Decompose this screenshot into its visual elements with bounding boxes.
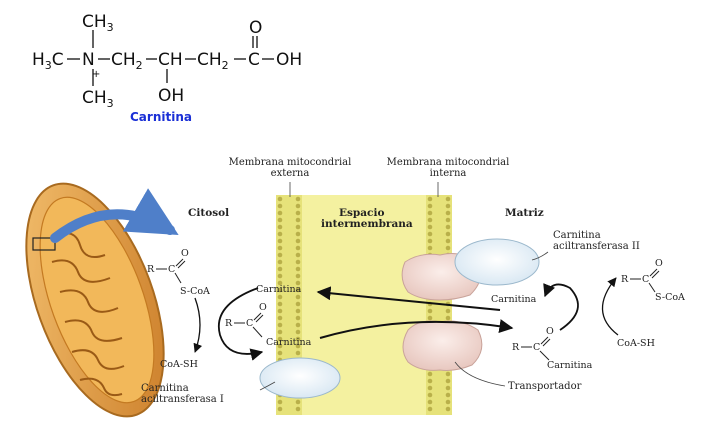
carboxyl-c-text: C bbox=[248, 50, 260, 70]
right-coa-arrow bbox=[601, 277, 619, 336]
oh-end-text: OH bbox=[276, 50, 302, 70]
left-coa-arrow bbox=[193, 297, 203, 353]
cat1-label-line1: Carnitina bbox=[141, 383, 189, 394]
left-acyl-scoa: S-CoA bbox=[180, 286, 210, 297]
right-reaction: Carnitina R C O S-CoA CoA-SH R C O Carni… bbox=[491, 258, 685, 371]
cat1-enzyme bbox=[259, 357, 341, 399]
cat2-label: Carnitina aciltransferasa II bbox=[553, 230, 640, 252]
transporter-label: Transportador bbox=[508, 381, 582, 392]
right-cycle-arrow bbox=[543, 283, 579, 331]
right-acylcarn-o: O bbox=[546, 326, 554, 337]
inner-membrane-label-line1: Membrana mitocondrial bbox=[386, 157, 510, 168]
left-acyl-c: C bbox=[168, 264, 175, 275]
intermembrane-label-line2: intermembrana bbox=[321, 218, 413, 230]
right-carnitina-top: Carnitina bbox=[491, 294, 537, 305]
right-acyl-scoa: S-CoA bbox=[655, 292, 685, 303]
carnitine-return-arrow bbox=[316, 286, 501, 311]
nitrogen-text: N bbox=[82, 50, 95, 70]
top-methyl-text: CH3 bbox=[82, 12, 114, 34]
cat1-label-line2: aciltransferasa I bbox=[141, 394, 224, 405]
structure-name: Carnitina bbox=[130, 110, 192, 124]
cat2-label-line1: Carnitina bbox=[553, 230, 601, 241]
right-carnitina-bottom: Carnitina bbox=[547, 360, 593, 371]
right-acylcarn-r: R bbox=[512, 342, 520, 353]
right-coa-sh: CoA-SH bbox=[617, 338, 655, 349]
intermembrane-space-label: Espacio intermembrana bbox=[321, 208, 413, 230]
right-acylcarn-c: C bbox=[533, 342, 540, 353]
left-acyl-o: O bbox=[181, 248, 189, 259]
ch2-b-text: CH2 bbox=[197, 50, 229, 72]
cytosol-label: Citosol bbox=[188, 207, 230, 219]
left-carnitina-bottom: Carnitina bbox=[266, 337, 312, 348]
zoom-arrow bbox=[50, 188, 179, 243]
outer-membrane-label-line1: Membrana mitocondrial bbox=[228, 157, 352, 168]
carnitine-structure: CH3 H3C N + CH2 CH OH CH2 C O OH CH3 bbox=[32, 12, 302, 110]
carbonyl-o-text: O bbox=[249, 18, 262, 38]
right-acyl-o: O bbox=[655, 258, 663, 269]
left-coa-sh: CoA-SH bbox=[160, 359, 198, 370]
mitochondrion bbox=[25, 182, 165, 418]
zoom-box bbox=[32, 237, 56, 251]
left-acylcarn-r: R bbox=[225, 318, 233, 329]
nitrogen-charge: + bbox=[92, 69, 100, 80]
left-reaction: R C O S-CoA CoA-SH Carnitina R C O Carni… bbox=[147, 248, 312, 370]
hydroxyl-text: OH bbox=[158, 86, 184, 106]
left-acylcarn-c: C bbox=[246, 318, 253, 329]
inner-membrane-label-line2: interna bbox=[429, 168, 467, 179]
ch-text: CH bbox=[158, 50, 183, 70]
outer-membrane-label-line2: externa bbox=[270, 168, 310, 179]
outer-membrane-label: Membrana mitocondrial externa bbox=[222, 157, 358, 179]
inner-membrane-label: Membrana mitocondrial interna bbox=[380, 157, 516, 179]
matrix-label: Matriz bbox=[505, 207, 544, 219]
cat1-leader bbox=[259, 381, 276, 391]
right-acyl-c: C bbox=[642, 274, 649, 285]
left-acylcarn-o: O bbox=[259, 302, 267, 313]
intermembrane-label-line1: Espacio bbox=[339, 207, 385, 219]
cat2-leader bbox=[531, 251, 549, 261]
cat2-enzyme bbox=[454, 238, 540, 286]
left-acyl-r: R bbox=[147, 264, 155, 275]
cat2-label-line2: aciltransferasa II bbox=[553, 241, 640, 252]
left-cycle-arrow bbox=[217, 287, 264, 361]
left-carnitina-top: Carnitina bbox=[256, 284, 302, 295]
transporter-leader bbox=[454, 361, 506, 387]
bottom-methyl-text: CH3 bbox=[82, 88, 114, 110]
right-acyl-r: R bbox=[621, 274, 629, 285]
acylcarnitine-transport-arrow bbox=[319, 319, 514, 339]
left-methyl-text: H3C bbox=[32, 50, 64, 72]
ch2-a-text: CH2 bbox=[111, 50, 143, 72]
cat1-label: Carnitina aciltransferasa I bbox=[141, 383, 224, 405]
